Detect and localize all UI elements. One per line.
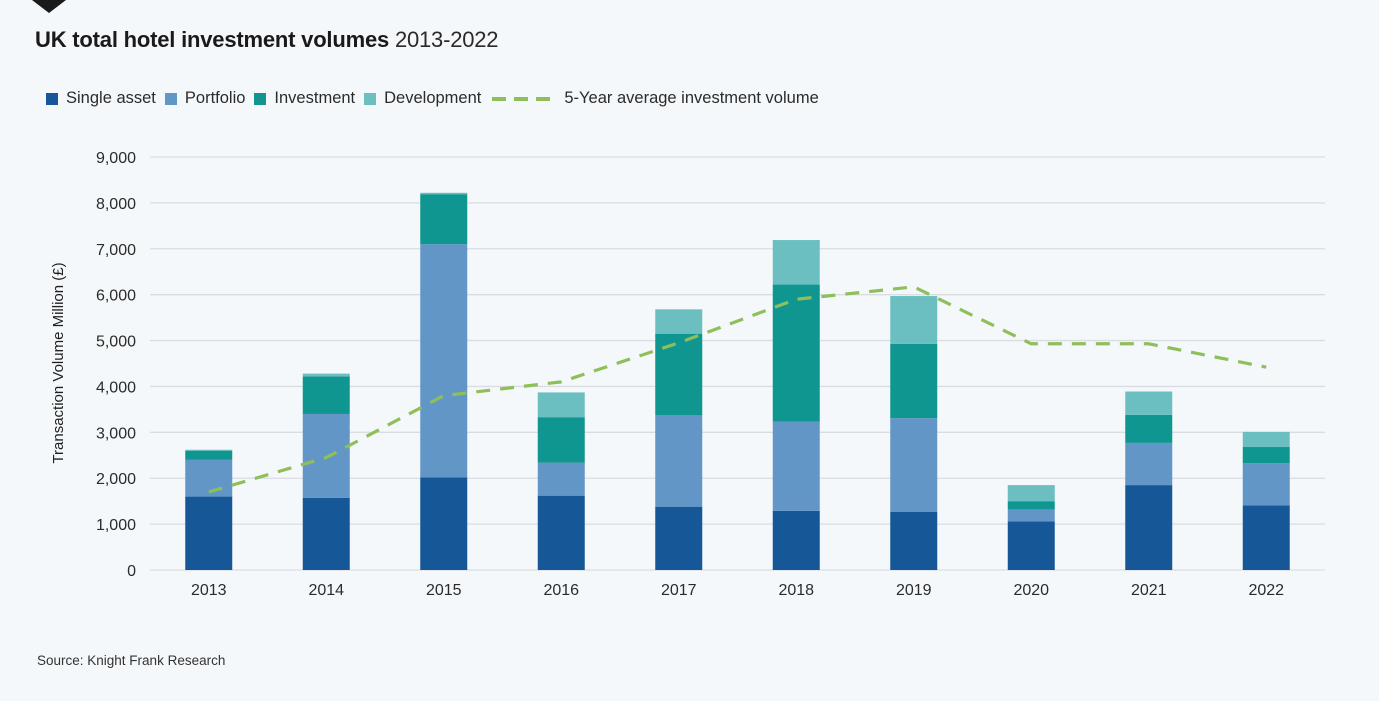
bar-stack-2015	[420, 192, 468, 570]
bar-segment-portfolio	[1242, 463, 1290, 506]
bar-segment-investment	[1242, 447, 1290, 464]
x-tick-label: 2013	[191, 582, 227, 599]
x-tick-label: 2018	[778, 582, 814, 599]
legend-label-portfolio: Portfolio	[184, 89, 246, 107]
bar-segment-single-asset	[1007, 521, 1055, 570]
x-tick-label: 2019	[896, 582, 932, 599]
bar-segment-portfolio	[655, 415, 703, 507]
legend-swatch-portfolio	[164, 92, 177, 105]
chart-title-years: 2013-2022	[394, 27, 499, 52]
bar-stack-2016	[537, 392, 585, 570]
y-axis-title: Transaction Volume Million (£)	[50, 262, 67, 463]
bar-segment-portfolio	[890, 418, 938, 512]
legend-item-development: Development	[364, 89, 481, 108]
legend-swatch-dashed-line	[492, 96, 551, 101]
bar-stack-2014	[302, 373, 350, 570]
bar-segment-development	[420, 192, 468, 195]
x-tick-label: 2021	[1131, 582, 1167, 599]
bar-segment-single-asset	[537, 495, 585, 570]
stacked-bars	[185, 192, 1290, 570]
legend-swatch-development	[364, 92, 377, 105]
bar-segment-single-asset	[1242, 505, 1290, 570]
legend-label-development: Development	[384, 89, 482, 107]
bar-stack-2022	[1242, 431, 1290, 570]
y-axis-ticks: 0 1,000 2,000 3,000 4,000 5,000 6,000 7,000 8,00…	[96, 150, 136, 580]
x-tick-label: 2017	[661, 582, 697, 599]
bar-segment-single-asset	[185, 496, 233, 570]
bar-segment-portfolio	[1125, 442, 1173, 486]
bar-segment-portfolio	[1007, 509, 1055, 522]
legend-label-single-asset: Single asset	[66, 89, 156, 107]
bar-stack-2021	[1125, 391, 1173, 570]
legend-label-5yr-average: 5-Year average investment volume	[564, 89, 819, 107]
bar-segment-single-asset	[890, 511, 938, 570]
bar-segment-portfolio	[420, 244, 468, 478]
bar-segment-investment	[772, 284, 820, 422]
legend-swatch-single-asset	[46, 92, 58, 105]
bar-segment-portfolio	[772, 421, 820, 511]
five-year-average-polyline	[208, 285, 1267, 494]
bar-segment-investment	[1007, 501, 1055, 510]
bar-segment-development	[655, 309, 703, 334]
y-tick-label: 4,000	[96, 379, 136, 396]
legend-item-single-asset: Single asset	[46, 89, 156, 108]
bar-segment-development	[772, 240, 820, 285]
legend-item-5yr-average: 5-Year average investment volume	[490, 89, 819, 108]
x-tick-label: 2022	[1248, 582, 1284, 599]
bar-segment-development	[1007, 485, 1055, 502]
bar-segment-single-asset	[772, 510, 820, 570]
y-tick-label: 3,000	[96, 425, 136, 442]
source-note: Source: Knight Frank Research	[37, 653, 226, 668]
bar-segment-investment	[537, 417, 585, 463]
bar-segment-investment	[302, 376, 350, 414]
bar-segment-single-asset	[1125, 485, 1173, 570]
bar-segment-portfolio	[537, 462, 585, 496]
bar-stack-2013	[185, 449, 233, 570]
bar-segment-investment	[655, 333, 703, 416]
y-tick-label: 6,000	[96, 288, 136, 305]
y-tick-label: 9,000	[96, 150, 136, 167]
bar-segment-development	[1242, 431, 1290, 448]
bar-segment-development	[302, 373, 350, 377]
bar-stack-2019	[890, 296, 938, 570]
bar-segment-investment	[890, 343, 938, 419]
legend-item-portfolio: Portfolio	[164, 89, 246, 108]
x-axis-ticks: 2013 2014 2015 2016 2017 2018 2019 2020 2021 2022	[191, 582, 1284, 599]
legend-swatch-investment	[254, 92, 267, 105]
bar-segment-investment	[185, 450, 233, 460]
y-tick-label: 0	[127, 563, 136, 580]
bar-segment-single-asset	[420, 477, 468, 570]
bar-segment-development	[1125, 391, 1173, 415]
bar-stack-2018	[772, 240, 820, 570]
chart-legend: Single asset Portfolio Investment Develo…	[46, 89, 828, 108]
legend-label-investment: Investment	[274, 89, 356, 107]
bar-segment-development	[537, 392, 585, 418]
bar-segment-development	[185, 449, 233, 451]
bar-stack-2020	[1007, 485, 1055, 570]
corner-marker-icon	[32, 0, 66, 13]
y-tick-label: 7,000	[96, 242, 136, 259]
y-tick-label: 2,000	[96, 471, 136, 488]
x-tick-label: 2020	[1013, 582, 1049, 599]
bar-segment-single-asset	[302, 497, 350, 570]
x-tick-label: 2016	[543, 582, 579, 599]
bar-segment-investment	[1125, 414, 1173, 443]
legend-item-investment: Investment	[254, 89, 355, 108]
y-tick-label: 1,000	[96, 517, 136, 534]
chart-title-bold: UK total hotel investment volumes	[35, 27, 390, 52]
five-year-average-line	[208, 285, 1267, 494]
bar-segment-single-asset	[655, 506, 703, 570]
chart-title: UK total hotel investment volumes 2013-2…	[35, 27, 499, 53]
bar-segment-development	[890, 296, 938, 344]
y-tick-label: 5,000	[96, 334, 136, 351]
x-tick-label: 2015	[426, 582, 462, 599]
x-tick-label: 2014	[308, 582, 344, 599]
bar-segment-investment	[420, 194, 468, 245]
y-tick-label: 8,000	[96, 196, 136, 213]
